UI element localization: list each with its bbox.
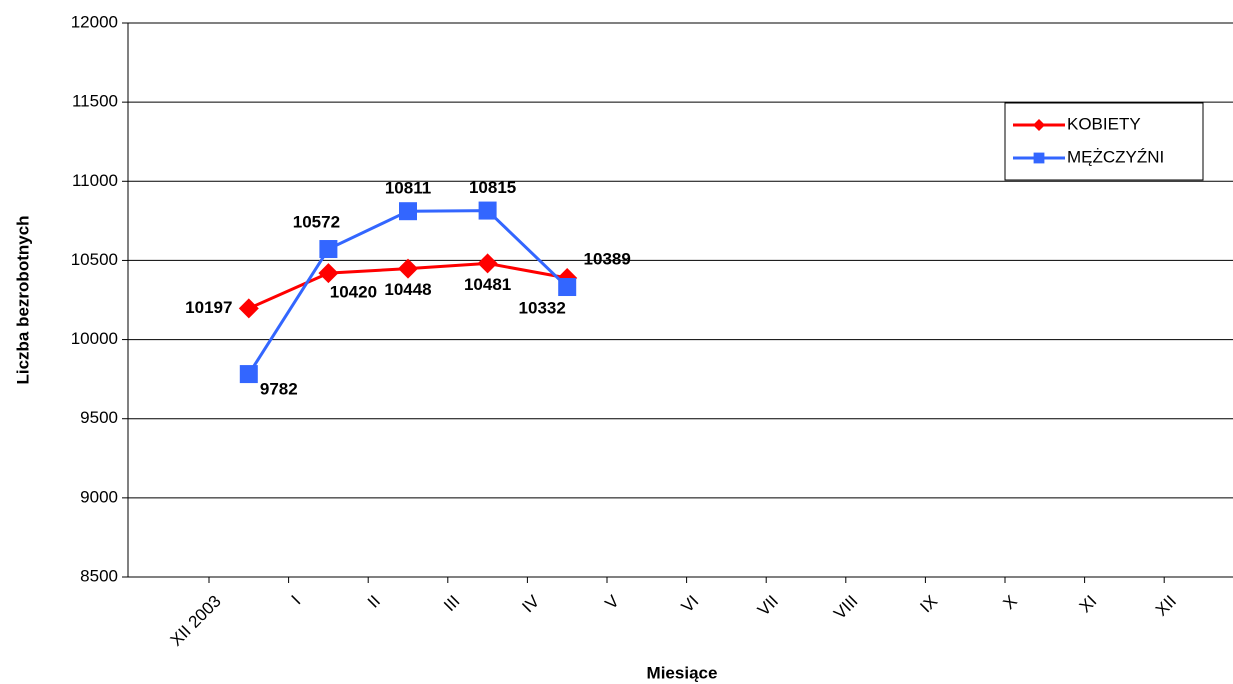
marker	[558, 278, 577, 297]
x-tick-label: V	[601, 591, 623, 613]
x-tick-label: III	[440, 592, 463, 615]
legend-label: KOBIETY	[1067, 114, 1141, 133]
data-label: 10481	[464, 275, 511, 294]
x-tick-label: IX	[916, 592, 941, 617]
y-tick-label: 10500	[71, 250, 118, 269]
marker	[1033, 119, 1045, 131]
marker	[477, 253, 498, 274]
y-tick-label: 12000	[71, 12, 118, 31]
x-tick-label: II	[364, 592, 384, 612]
x-tick-label: I	[288, 592, 305, 609]
data-label: 10815	[469, 178, 516, 197]
marker	[478, 201, 497, 220]
data-label: 10572	[293, 213, 340, 232]
marker	[238, 298, 259, 319]
legend-box	[1004, 102, 1204, 181]
data-label: 10448	[384, 280, 431, 299]
y-tick-label: 8500	[80, 566, 118, 585]
marker	[318, 263, 339, 284]
data-label: 9782	[260, 380, 298, 399]
x-tick-label: IV	[518, 591, 543, 616]
legend-label: MĘŻCZYŹNI	[1067, 147, 1164, 166]
y-tick-label: 11500	[72, 92, 118, 111]
y-tick-label: 9500	[80, 408, 118, 427]
x-tick-label: XII 2003	[167, 592, 225, 650]
marker	[319, 240, 338, 259]
data-label: 10389	[584, 249, 631, 268]
y-axis-label: Liczba bezrobotnych	[13, 215, 32, 384]
x-tick-label: VI	[678, 592, 703, 617]
x-tick-label: XII	[1152, 592, 1180, 620]
marker	[239, 365, 258, 384]
x-tick-label: X	[999, 592, 1020, 613]
y-tick-label: 11000	[72, 171, 118, 190]
marker	[1033, 152, 1045, 164]
data-label: 10811	[385, 179, 431, 198]
y-tick-label: 9000	[80, 487, 118, 506]
y-tick-label: 10000	[71, 329, 118, 348]
x-axis-label: Miesiące	[647, 663, 718, 682]
marker	[399, 202, 417, 221]
x-tick-label: VIII	[830, 592, 861, 623]
x-tick-label: XI	[1076, 592, 1101, 617]
data-label: 10332	[519, 299, 566, 318]
data-label: 10420	[330, 283, 377, 302]
x-tick-label: VII	[754, 592, 782, 620]
marker	[398, 258, 418, 279]
data-label: 10197	[185, 298, 232, 317]
